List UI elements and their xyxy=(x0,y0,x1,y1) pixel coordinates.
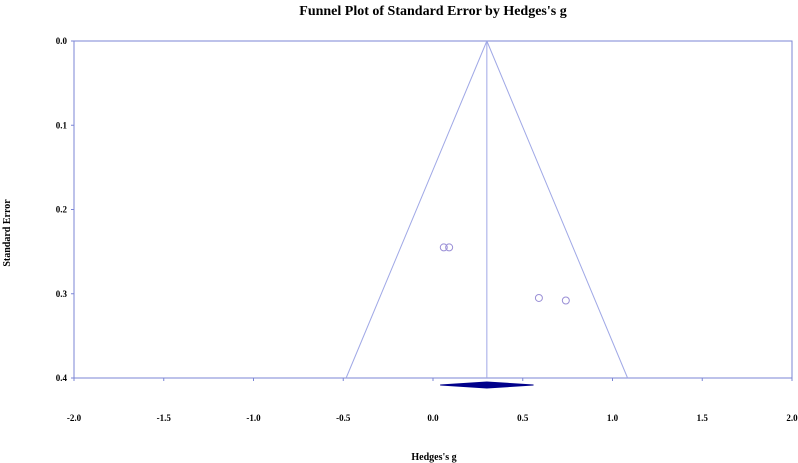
chart-title: Funnel Plot of Standard Error by Hedges'… xyxy=(299,4,566,19)
x-tick-label: 2.0 xyxy=(786,413,798,423)
y-tick-label: 0.2 xyxy=(56,205,68,215)
funnel-right-line xyxy=(486,40,629,379)
y-tick-label: 0.3 xyxy=(56,289,68,299)
x-tick-label: -0.5 xyxy=(336,413,351,423)
funnel-lines xyxy=(345,40,629,379)
x-axis-ticks: -2.0 -1.5 -1.0 -0.5 0.0 0.5 1.0 1.5 2.0 xyxy=(67,378,798,423)
x-tick-label: 1.0 xyxy=(607,413,619,423)
plot-area xyxy=(73,40,793,379)
y-tick-label: 0.1 xyxy=(56,120,68,130)
study-point xyxy=(561,296,570,305)
x-tick-label: 0.0 xyxy=(427,413,439,423)
y-axis-ticks: 0.0 0.1 0.2 0.3 0.4 xyxy=(56,36,74,383)
x-tick-label: 0.5 xyxy=(517,413,529,423)
y-tick-label: 0.0 xyxy=(56,36,68,46)
x-tick-label: -2.0 xyxy=(67,413,82,423)
study-point xyxy=(445,243,454,252)
study-point xyxy=(534,293,543,302)
summary-diamond-group xyxy=(440,381,534,389)
x-tick-label: -1.0 xyxy=(246,413,261,423)
x-axis-label: Hedges's g xyxy=(411,452,456,463)
x-tick-label: -1.5 xyxy=(157,413,172,423)
study-point xyxy=(439,243,448,252)
study-points xyxy=(439,243,570,305)
funnel-left-line xyxy=(345,40,488,379)
y-tick-label: 0.4 xyxy=(56,373,68,383)
y-axis-label: Standard Error xyxy=(2,199,13,267)
summary-diamond xyxy=(440,381,534,389)
x-tick-label: 1.5 xyxy=(697,413,709,423)
